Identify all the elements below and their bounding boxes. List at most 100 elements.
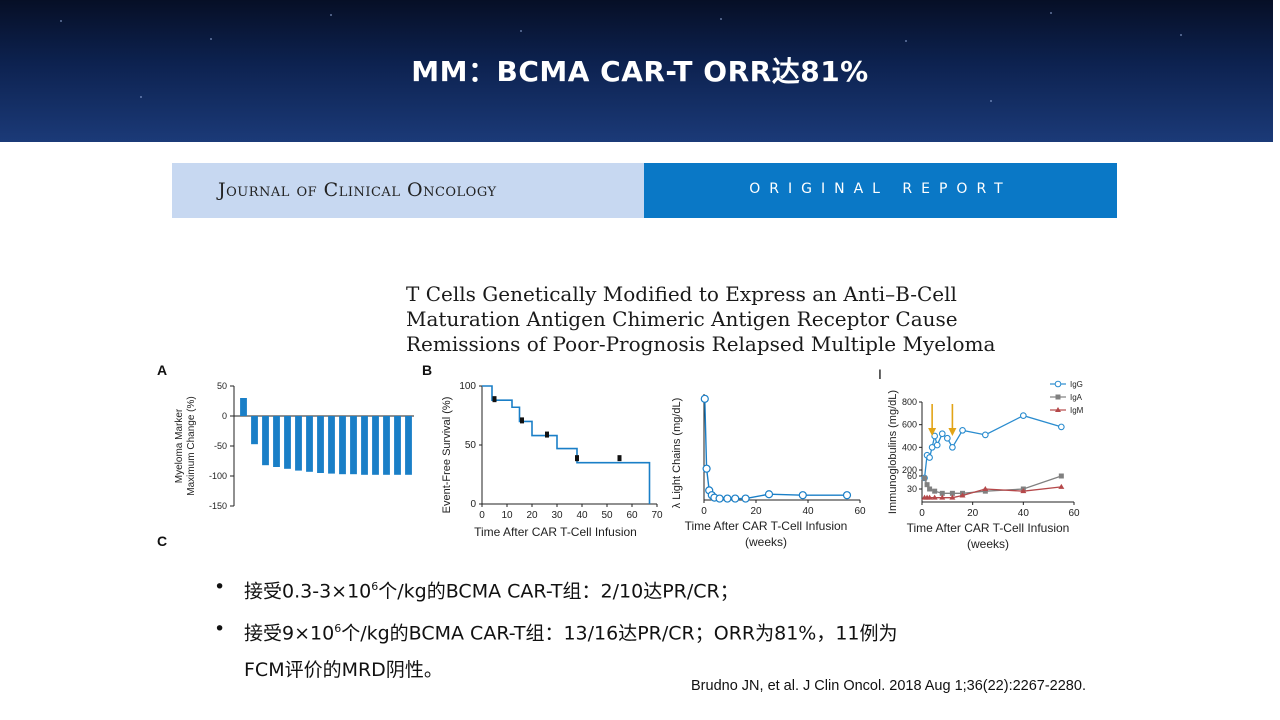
- x-axis-label: (weeks): [745, 535, 787, 549]
- bullet-text-pre: 接受0.3-3×10: [244, 580, 372, 603]
- y-tick-label: 800: [902, 397, 917, 407]
- x-tick-label: 60: [1068, 508, 1080, 519]
- y-axis-label: Event-Free Survival (%): [441, 397, 453, 514]
- data-point: [949, 490, 955, 496]
- data-point: [981, 431, 989, 439]
- survival-line: [482, 385, 651, 504]
- y-axis-label: Maximum Change (%): [186, 396, 197, 495]
- legend-marker: [1054, 380, 1062, 388]
- data-point: [1057, 423, 1065, 431]
- y-tick-label: -150: [209, 501, 227, 511]
- panel-letter-c: C: [157, 533, 168, 549]
- data-point: [700, 394, 709, 403]
- data-point: [959, 426, 966, 434]
- bar: [273, 416, 280, 467]
- y-tick-label: 50: [217, 381, 227, 391]
- data-point: [798, 491, 807, 500]
- bar: [262, 416, 269, 466]
- bullet-superscript: 6: [334, 622, 342, 636]
- journal-name: Journal of Clinical Oncology: [218, 179, 497, 201]
- data-point: [926, 454, 933, 461]
- journal-header-band: Journal of Clinical Oncology ORIGINAL RE…: [172, 163, 1117, 218]
- x-tick-label: 10: [501, 510, 513, 521]
- slide-title: MM：BCMA CAR-T ORR达81%: [411, 55, 869, 88]
- bar: [317, 416, 324, 473]
- bar: [306, 416, 313, 472]
- x-axis-label: Time After CAR T-Cell Infusion: [685, 519, 848, 533]
- data-point: [764, 490, 774, 499]
- data-point: [933, 441, 941, 449]
- data-point: [924, 482, 930, 488]
- data-point: [1020, 488, 1027, 494]
- data-point: [731, 494, 740, 503]
- data-point: [949, 494, 956, 500]
- x-axis-label: Time After CAR T-Cell Infusion: [474, 525, 637, 539]
- data-point: [741, 494, 750, 503]
- bullet-item: • 接受0.3-3×106个/kg的BCMA CAR-T组：2/10达PR/CR…: [214, 568, 1094, 610]
- legend-label: IgA: [1070, 393, 1083, 402]
- paper-title-line: Remissions of Poor-Prognosis Relapsed Mu…: [406, 332, 996, 356]
- data-point: [959, 492, 966, 498]
- data-point: [931, 494, 938, 500]
- x-tick-label: 40: [576, 510, 588, 521]
- series-line-iga: [923, 475, 1062, 494]
- bar: [372, 416, 379, 475]
- data-point: [723, 494, 732, 503]
- data-point: [938, 430, 946, 438]
- paper-title-line: Maturation Antigen Chimeric Antigen Rece…: [406, 307, 958, 331]
- data-point: [932, 488, 938, 494]
- light-chain-line: [704, 398, 847, 500]
- series-line-igg: [923, 414, 1062, 479]
- panel-letter-b: B: [422, 362, 433, 378]
- bar: [350, 416, 357, 475]
- data-point: [927, 486, 933, 492]
- light-chains-chart: 0 20 40 60 Time After CAR T-Cell Infusion (we…: [671, 394, 866, 549]
- x-tick-label: 70: [651, 510, 663, 521]
- data-point: [982, 486, 989, 491]
- data-point: [931, 432, 939, 440]
- x-tick-label: 50: [601, 510, 613, 521]
- banner-edge: [1273, 0, 1280, 142]
- bar: [328, 416, 335, 474]
- legend-marker: [1055, 407, 1061, 412]
- bar: [240, 398, 247, 416]
- data-point: [702, 464, 711, 473]
- bar: [295, 416, 302, 471]
- y-tick-label: 400: [902, 442, 917, 452]
- y-tick-label: 600: [902, 420, 917, 430]
- y-axis-label: λ Light Chains (mg/dL): [671, 398, 683, 509]
- censor-mark: [520, 417, 524, 424]
- x-tick-label: 0: [479, 510, 485, 521]
- data-point: [949, 443, 956, 451]
- arrow-marker-head: [948, 428, 957, 436]
- y-tick-label: -100: [209, 471, 227, 481]
- x-tick-label: 20: [750, 506, 762, 517]
- legend-label: IgM: [1070, 406, 1084, 415]
- legend-marker: [1055, 394, 1061, 400]
- bar: [394, 416, 401, 475]
- panel-letter-a: A: [157, 362, 168, 378]
- censor-mark: [545, 431, 549, 438]
- y-tick-label: 200: [902, 465, 917, 475]
- data-point: [939, 490, 945, 496]
- report-type: ORIGINAL REPORT: [749, 181, 1012, 197]
- x-tick-label: 20: [526, 510, 538, 521]
- y-tick-label: 60: [907, 471, 917, 481]
- y-tick-label: 50: [465, 440, 477, 451]
- data-point: [1058, 473, 1064, 479]
- y-tick-label: 30: [907, 484, 917, 494]
- bar: [405, 416, 412, 475]
- y-tick-label: 100: [459, 381, 476, 392]
- x-tick-label: 0: [919, 508, 925, 519]
- waterfall-bar-chart: 50 0 -50 -100 -150 Myeloma Marker Maximum Chan…: [174, 381, 414, 511]
- panel-letter-d: I: [878, 366, 882, 382]
- report-type-box: ORIGINAL REPORT: [644, 163, 1117, 218]
- y-tick-label: 0: [222, 411, 227, 421]
- bullet-text-post: 个/kg的BCMA CAR-T组：13/16达PR/CR；ORR为81%，11例…: [341, 622, 898, 645]
- paper-title-line: T Cells Genetically Modified to Express …: [406, 282, 957, 306]
- title-banner: MM：BCMA CAR-T ORR达81%: [0, 0, 1280, 142]
- censor-mark: [617, 455, 622, 462]
- bullet-superscript: 6: [371, 580, 379, 593]
- bar: [383, 416, 390, 475]
